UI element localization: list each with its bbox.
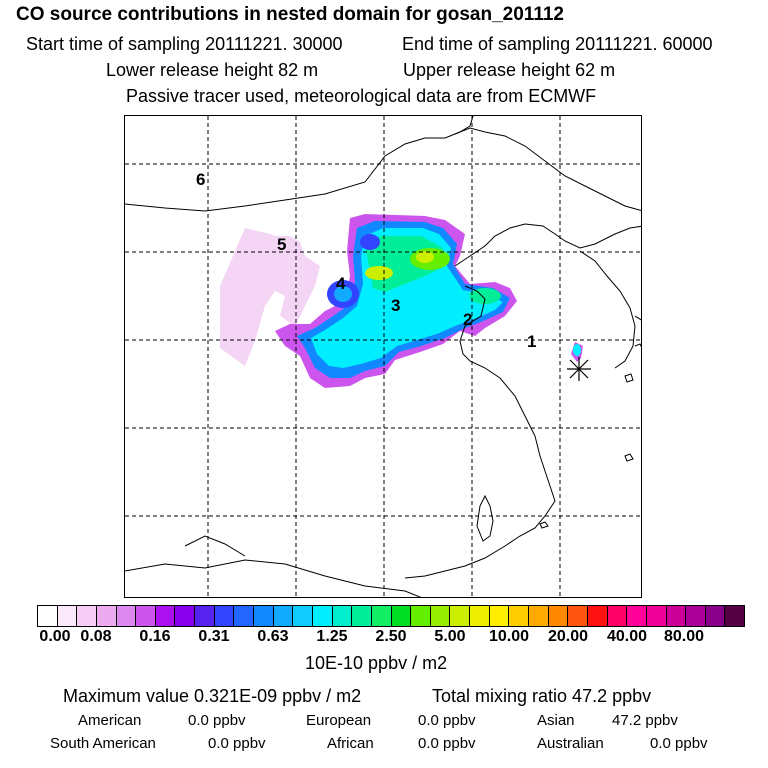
colorbar-cell <box>254 606 274 626</box>
region-label-3: 3 <box>391 296 401 315</box>
colorbar-tick-label: 40.00 <box>606 628 648 645</box>
colorbar-cell <box>568 606 588 626</box>
end-time-label: End time of sampling 20111221. 60000 <box>402 34 713 54</box>
colorbar-cell <box>705 606 726 626</box>
colorbar-tick-label: 20.00 <box>547 628 589 645</box>
colorbar-cell <box>646 606 667 626</box>
start-time-label: Start time of sampling 20111221. 30000 <box>26 34 343 54</box>
colorbar-cell <box>175 606 196 626</box>
colorbar-cell <box>371 606 392 626</box>
region-label-2: 2 <box>463 310 473 329</box>
colorbar-cell <box>293 606 313 626</box>
map-panel: 6 5 4 3 2 1 <box>124 115 642 598</box>
colorbar-cell <box>411 606 431 626</box>
colorbar-cell <box>77 606 97 626</box>
colorbar-cell <box>234 606 255 626</box>
colorbar-cell <box>725 606 745 626</box>
page-title: CO source contributions in nested domain… <box>16 4 564 25</box>
colorbar-cell <box>116 606 137 626</box>
region-label-1: 1 <box>527 332 537 351</box>
australian-label: Australian <box>537 735 604 752</box>
lat-lon-grid <box>125 116 641 597</box>
colorbar-cell <box>136 606 156 626</box>
south-american-label: South American <box>50 735 156 752</box>
colorbar-cell <box>587 606 608 626</box>
african-value: 0.0 ppbv <box>418 735 476 752</box>
african-label: African <box>327 735 374 752</box>
region-label-4: 4 <box>336 274 346 293</box>
coastlines <box>125 116 641 597</box>
colorbar-unit-label: 10E-10 ppbv / m2 <box>305 653 448 673</box>
colorbar-cell <box>57 606 78 626</box>
colorbar-cell <box>666 606 687 626</box>
colorbar-cell <box>391 606 412 626</box>
concentration-plume <box>220 214 583 388</box>
tracer-info-line: Passive tracer used, meteorological data… <box>126 86 597 106</box>
colorbar-tick-label: 2.50 <box>375 628 407 645</box>
asian-label: Asian <box>537 712 575 729</box>
colorbar-cell <box>548 606 569 626</box>
colorbar-cell <box>529 606 549 626</box>
colorbar-cell <box>38 606 58 626</box>
colorbar-tick-label: 1.25 <box>316 628 348 645</box>
colorbar-tick-label: 0.63 <box>257 628 289 645</box>
colorbar-cell <box>155 606 176 626</box>
colorbar <box>37 605 745 627</box>
colorbar-cell <box>489 606 510 626</box>
colorbar-tick-label: 80.00 <box>663 628 705 645</box>
colorbar-cell <box>607 606 628 626</box>
region-label-5: 5 <box>277 235 287 254</box>
colorbar-cell <box>96 606 117 626</box>
colorbar-tick-label: 0.16 <box>139 628 171 645</box>
european-label: European <box>306 712 372 729</box>
colorbar-cell <box>627 606 647 626</box>
lower-release-height-label: Lower release height 82 m <box>106 60 319 80</box>
colorbar-cell <box>214 606 235 626</box>
max-value-label: Maximum value 0.321E-09 ppbv / m2 <box>63 686 362 706</box>
colorbar-tick-label: 5.00 <box>434 628 466 645</box>
colorbar-cell <box>312 606 333 626</box>
region-label-6: 6 <box>196 170 206 189</box>
colorbar-cell <box>352 606 372 626</box>
colorbar-cell <box>470 606 490 626</box>
colorbar-tick-label: 0.00 <box>39 628 71 645</box>
map-drawing <box>125 116 641 597</box>
south-american-value: 0.0 ppbv <box>208 735 266 752</box>
european-value: 0.0 ppbv <box>418 712 476 729</box>
american-value: 0.0 ppbv <box>188 712 246 729</box>
australian-value: 0.0 ppbv <box>650 735 708 752</box>
asian-value: 47.2 ppbv <box>612 712 678 729</box>
total-mixing-ratio-label: Total mixing ratio 47.2 ppbv <box>432 686 652 706</box>
colorbar-tick-label: 0.31 <box>198 628 230 645</box>
colorbar-cell <box>195 606 215 626</box>
american-label: American <box>78 712 142 729</box>
colorbar-cell <box>509 606 530 626</box>
colorbar-tick-label: 0.08 <box>80 628 112 645</box>
colorbar-cell <box>273 606 294 626</box>
colorbar-cell <box>686 606 706 626</box>
colorbar-cell <box>332 606 353 626</box>
colorbar-tick-label: 10.00 <box>488 628 530 645</box>
upper-release-height-label: Upper release height 62 m <box>403 60 616 80</box>
colorbar-cell <box>450 606 471 626</box>
asterisk-receptor-icon <box>567 357 591 381</box>
colorbar-cell <box>430 606 451 626</box>
